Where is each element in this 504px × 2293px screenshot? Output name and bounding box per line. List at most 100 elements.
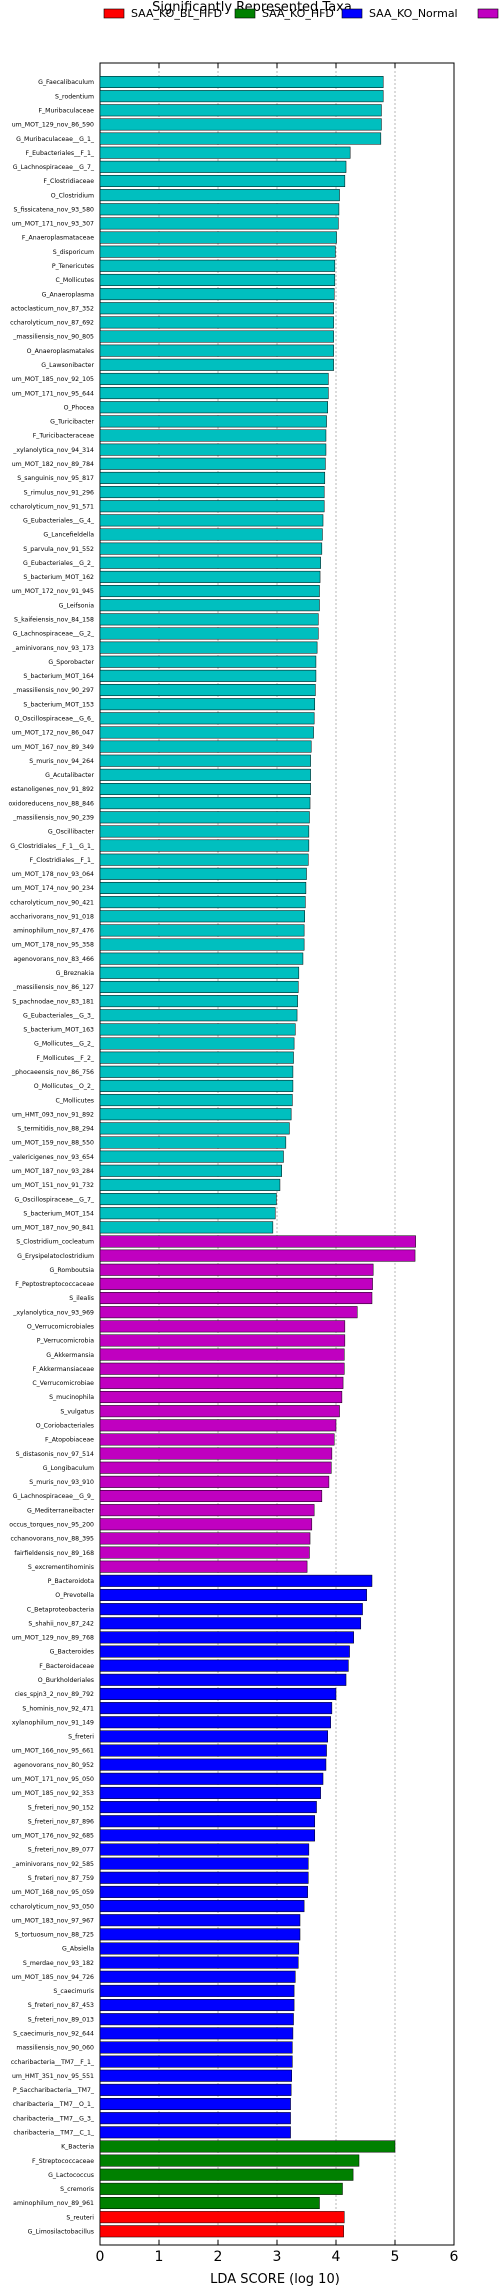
bar [99,1999,295,2012]
bar [99,1079,294,1092]
category-label: S_freteri_nov_87_759 [28,1875,94,1882]
bar [99,1122,290,1135]
bar [99,1150,284,1163]
category-label: O_Prevotella [55,1592,94,1599]
bar [99,797,311,810]
bar [99,1475,330,1488]
bar [99,783,311,795]
bar [99,429,327,442]
bar [99,570,321,583]
category-label: ccharolyticum_nov_90_421 [10,899,94,906]
category-label: P_Tenericutes [52,263,94,270]
category-label: S_freteri_nov_90_152 [28,1804,94,1811]
bar [99,1178,281,1191]
category-label: O_Clostridium [51,192,94,199]
category-labels: G_Faecalibaculum S_rodentium F_Muribaculac… [9,79,95,2235]
category-label: S_kaifeiensis_nov_84_158 [14,617,94,624]
bars-group [99,76,416,2238]
category-label: cies_spjn3_2_nov_89_792 [15,1691,94,1698]
category-label: um_MOT_166_nov_95_661 [12,1748,94,1755]
bar [99,2211,345,2224]
category-label: um_MOT_172_nov_86_047 [12,730,94,737]
category-label: _aminivorans_nov_93_173 [11,645,94,652]
category-label: aminophilum_nov_89_961 [13,2200,94,2207]
bar [99,1433,335,1446]
category-label: S_bacterium_MOT_153 [23,701,94,708]
bar [99,542,323,555]
category-label: um_MOT_129_nov_86_590 [12,122,94,129]
category-label: ccharolyticum_nov_93_050 [10,1903,94,1910]
x-tick-label: 0 [96,2249,105,2265]
bar [99,2098,291,2111]
x-tick-label: 3 [273,2249,282,2265]
bar [99,203,340,216]
category-label: G_Eubacteriales__G_4_ [23,518,95,525]
bar [99,1560,308,1573]
category-label: G_Akkermansia [46,1352,94,1359]
category-label: G_Faecalibaculum [38,79,94,86]
chart-title: Significantly Represented Taxa [152,0,352,15]
bar [99,1786,321,1799]
category-label: _aminivorans_nov_92_585 [11,1861,94,1868]
category-label: agenovorans_nov_80_952 [14,1762,95,1769]
category-label: ccharolyticum_nov_87_692 [10,320,94,327]
bar [99,1292,373,1305]
bar [99,415,327,428]
bar [99,1871,309,1884]
category-label: G_Lactococcus [48,2172,94,2179]
bar [99,372,329,385]
category-label: _xylanolytica_nov_93_969 [12,1309,94,1316]
category-label: G_Oscillibacter [48,829,95,836]
category-label: actoclasticum_nov_87_352 [11,305,94,312]
bar [99,1023,296,1036]
category-label: G_Clostridiales__F_1__G_1_ [10,843,95,850]
category-label: um_MOT_174_nov_90_234 [12,885,94,892]
category-label: S_shahii_nov_87_242 [28,1620,94,1627]
bar [99,1914,301,1927]
category-label: S_hominis_nov_92_471 [22,1705,94,1712]
category-label: accharivorans_nov_91_018 [10,913,94,920]
bar [99,2041,293,2054]
x-tick-label: 4 [332,2249,341,2265]
category-label: S_disporicum [53,249,94,256]
category-label: S_freteri_nov_87_453 [28,2002,94,2009]
category-label: G_Acutalibacter [45,772,94,779]
bar [99,1716,331,1729]
category-label: aminophilum_nov_87_476 [13,928,94,935]
bar [99,1504,315,1517]
category-label: S_termitidis_nov_88_294 [17,1126,94,1133]
legend-swatch [103,8,125,19]
bar [99,669,317,682]
bar [99,1065,294,1078]
category-label: G_Leifsonia [59,602,95,609]
category-label: um_MOT_159_nov_88_550 [12,1140,94,1147]
bar [99,853,309,866]
bar [99,1207,276,1220]
bar [99,358,334,371]
category-label: um_MOT_171_nov_93_307 [12,221,94,228]
category-label: um_MOT_178_nov_93_064 [12,871,94,878]
bar [99,1588,367,1601]
bar [99,556,321,569]
category-label: S_bacterium_MOT_163 [23,1027,94,1034]
category-label: S_rimulus_nov_91_296 [24,489,94,496]
category-label: um_MOT_182_nov_89_784 [12,461,94,468]
bar [99,2154,360,2167]
bar [99,316,334,329]
bar [99,1447,333,1460]
bar [99,273,336,286]
category-label: G_Lachnospiraceae__G_2_ [13,631,95,638]
bar [99,712,315,725]
x-tick-label: 2 [214,2249,223,2265]
legend-swatch [477,8,499,19]
category-label: _phocaeensis_nov_86_756 [11,1069,94,1076]
category-label: S_distasonis_nov_97_514 [16,1451,94,1458]
bar [99,740,312,753]
bar [99,104,382,117]
bar [99,995,298,1008]
category-label: S_pachnodae_nov_83_181 [12,998,94,1005]
category-label: um_HMT_093_nov_91_892 [12,1111,94,1118]
bar [99,698,316,711]
category-label: C_Mollicutes [56,1097,94,1104]
category-label: G_Longibaculum [43,1465,94,1472]
